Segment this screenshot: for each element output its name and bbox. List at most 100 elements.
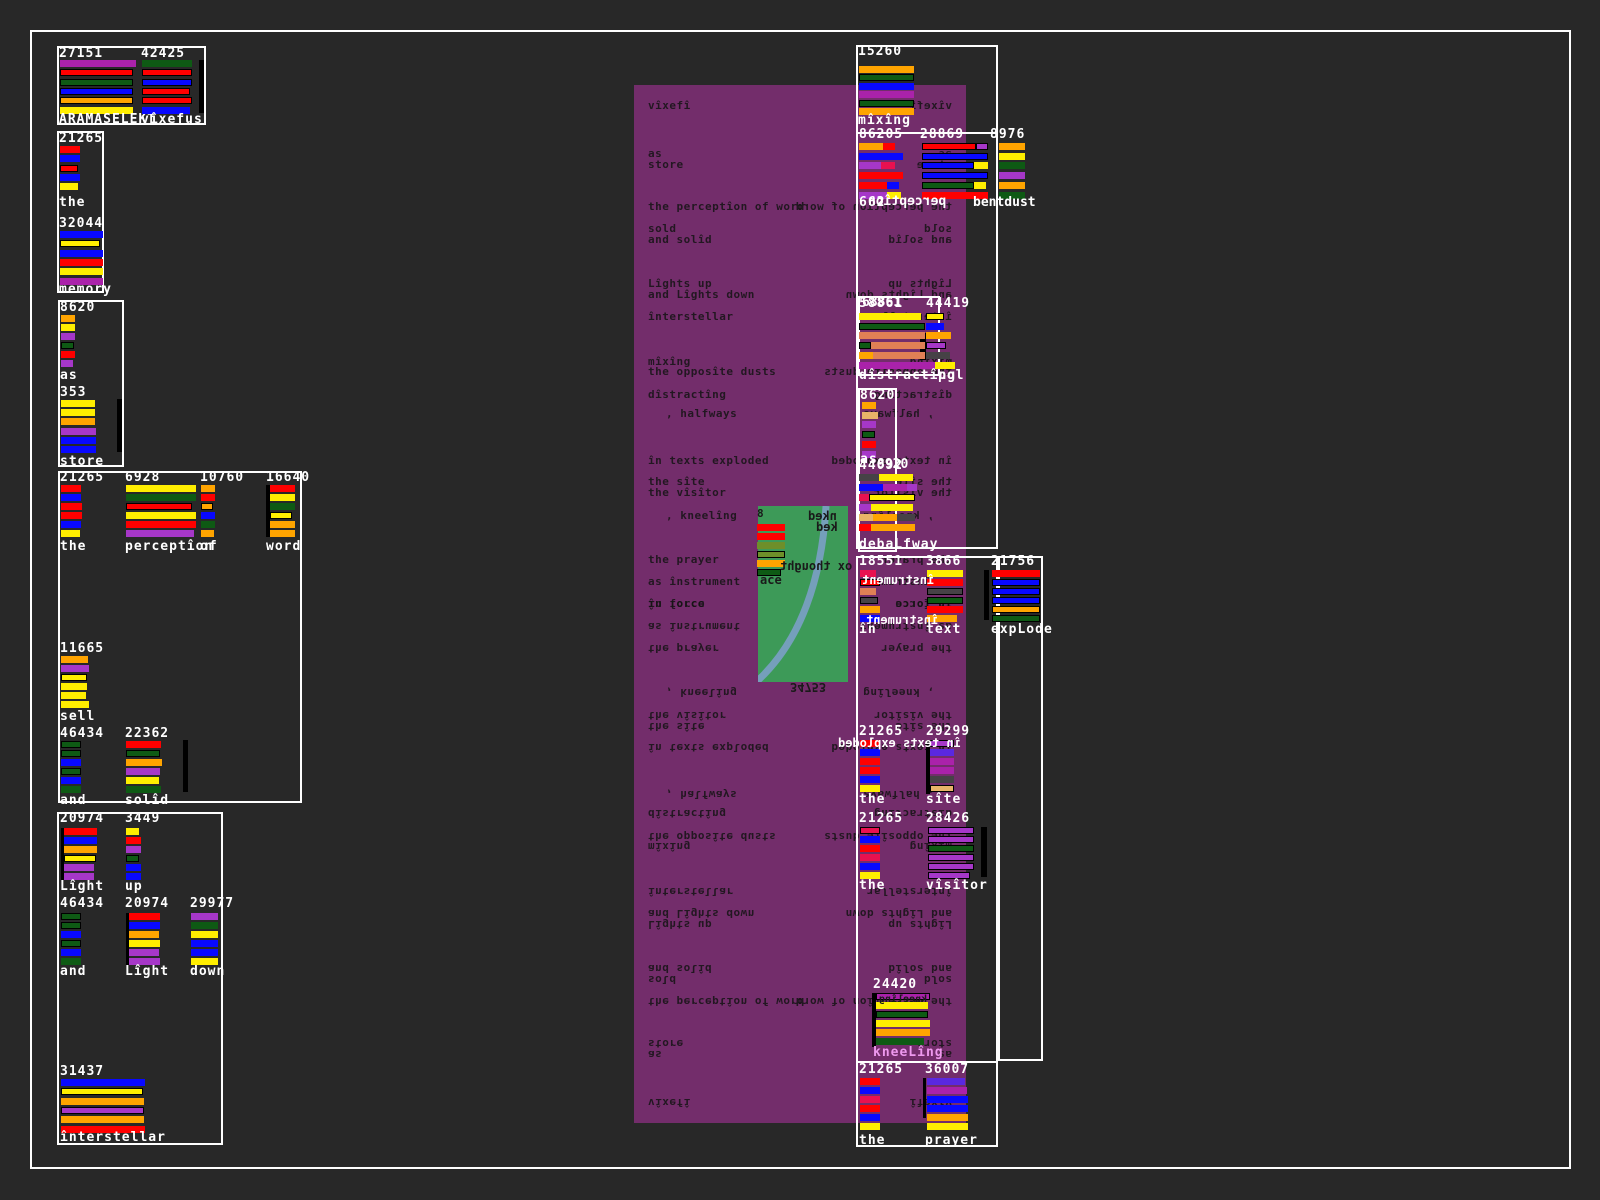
group-label: perceptîon bbox=[125, 539, 214, 554]
group-label: ARAMASELEKT bbox=[59, 112, 157, 127]
bar-segment bbox=[64, 873, 94, 880]
bar-segment bbox=[860, 767, 880, 774]
bar-segment bbox=[927, 1078, 965, 1085]
panel-text-line: the vîsîtor bbox=[648, 486, 727, 499]
bar-segment bbox=[64, 864, 94, 871]
bar-segment bbox=[61, 418, 95, 426]
bar-segment bbox=[974, 162, 988, 170]
group-value: 15260 bbox=[858, 44, 903, 59]
bar-segment bbox=[869, 494, 915, 501]
bar-segment bbox=[61, 1116, 144, 1124]
panel-text-line: as bbox=[648, 147, 663, 160]
frame bbox=[57, 46, 206, 125]
bar-segment bbox=[61, 674, 87, 681]
bar-segment bbox=[876, 993, 930, 1000]
black-bar bbox=[923, 1078, 926, 1118]
bar-segment bbox=[126, 864, 141, 871]
bar-segment bbox=[926, 313, 944, 320]
group-label: as bbox=[60, 368, 78, 383]
panel-text-line: dîstractîng bbox=[648, 388, 727, 401]
bar-segment bbox=[928, 863, 974, 870]
bar-segment bbox=[60, 97, 133, 105]
bar-segment bbox=[859, 143, 883, 150]
bar-segment bbox=[126, 786, 161, 793]
bar-segment bbox=[61, 940, 81, 947]
bar-segment bbox=[862, 411, 878, 419]
group-label: word bbox=[266, 539, 302, 554]
overlay-text: înstrument bbox=[862, 573, 935, 587]
group-label: the bbox=[859, 878, 886, 893]
overlay-text: în texts exploded bbox=[838, 736, 961, 750]
black-bar bbox=[199, 60, 204, 113]
bar-segment bbox=[61, 521, 81, 528]
bar-segment bbox=[201, 485, 215, 492]
group-value: 16640 bbox=[266, 470, 311, 485]
bar-segment bbox=[881, 162, 895, 170]
bar-segment bbox=[61, 485, 81, 492]
bar-segment bbox=[974, 181, 986, 189]
bar-segment bbox=[859, 108, 914, 115]
group-value: 3449 bbox=[125, 811, 161, 826]
bar-segment bbox=[862, 421, 876, 429]
bar-segment bbox=[64, 855, 96, 862]
bar-segment bbox=[126, 494, 196, 501]
bar-segment bbox=[61, 777, 81, 784]
black-bar bbox=[61, 828, 64, 880]
bar-segment bbox=[60, 69, 133, 77]
bar-segment bbox=[859, 99, 914, 107]
bar-segment bbox=[191, 913, 218, 920]
panel-text-line: vîxefî bbox=[648, 99, 691, 112]
bar-segment bbox=[129, 958, 160, 965]
bar-segment bbox=[927, 588, 963, 595]
bar-segment bbox=[860, 1105, 880, 1112]
bar-segment bbox=[61, 512, 82, 519]
group-value: 21265 bbox=[859, 724, 904, 739]
bar-segment bbox=[60, 277, 103, 285]
frame bbox=[58, 471, 302, 803]
group-label: as bbox=[860, 452, 878, 467]
bar-segment bbox=[61, 342, 74, 349]
overlay-text: 8 bbox=[757, 507, 764, 520]
bar-segment bbox=[859, 181, 887, 189]
bar-segment bbox=[191, 949, 218, 956]
bar-segment bbox=[61, 1097, 144, 1105]
group-value: 32044 bbox=[59, 216, 104, 231]
black-bar bbox=[984, 570, 989, 620]
frame bbox=[856, 45, 998, 549]
bar-segment bbox=[859, 474, 879, 481]
overlay-text: 68861 bbox=[862, 295, 902, 310]
bar-segment bbox=[860, 740, 880, 747]
bar-segment bbox=[860, 836, 880, 843]
group-value: 42425 bbox=[141, 46, 186, 61]
bar-segment bbox=[992, 570, 1040, 577]
bar-segment bbox=[126, 741, 161, 748]
bar-segment bbox=[859, 332, 925, 340]
bar-segment bbox=[922, 162, 974, 170]
bar-segment bbox=[61, 768, 81, 775]
bar-segment bbox=[142, 78, 192, 86]
bar-segment bbox=[897, 514, 915, 521]
bar-segment bbox=[61, 913, 81, 920]
panel-text-line: în texts exploded bbox=[648, 454, 770, 467]
black-bar bbox=[117, 399, 122, 452]
bar-segment bbox=[126, 750, 160, 757]
bar-segment bbox=[126, 873, 141, 880]
bar-segment bbox=[999, 152, 1025, 160]
bar-segment bbox=[860, 570, 876, 577]
bar-segment bbox=[757, 560, 785, 567]
bar-segment bbox=[201, 512, 215, 519]
group-value: 44092 bbox=[859, 458, 904, 473]
bar-segment bbox=[999, 162, 1025, 170]
group-label: down bbox=[190, 964, 226, 979]
bar-segment bbox=[757, 542, 785, 549]
bar-segment bbox=[61, 665, 89, 672]
frame bbox=[30, 30, 1571, 1169]
bar-segment bbox=[126, 485, 196, 492]
bar-segment bbox=[999, 143, 1025, 150]
frame bbox=[58, 300, 124, 467]
bar-segment bbox=[883, 143, 895, 150]
group-value: 11665 bbox=[60, 641, 105, 656]
bar-segment bbox=[930, 767, 954, 774]
panel-text-line: and Lîghts down bbox=[648, 288, 755, 301]
